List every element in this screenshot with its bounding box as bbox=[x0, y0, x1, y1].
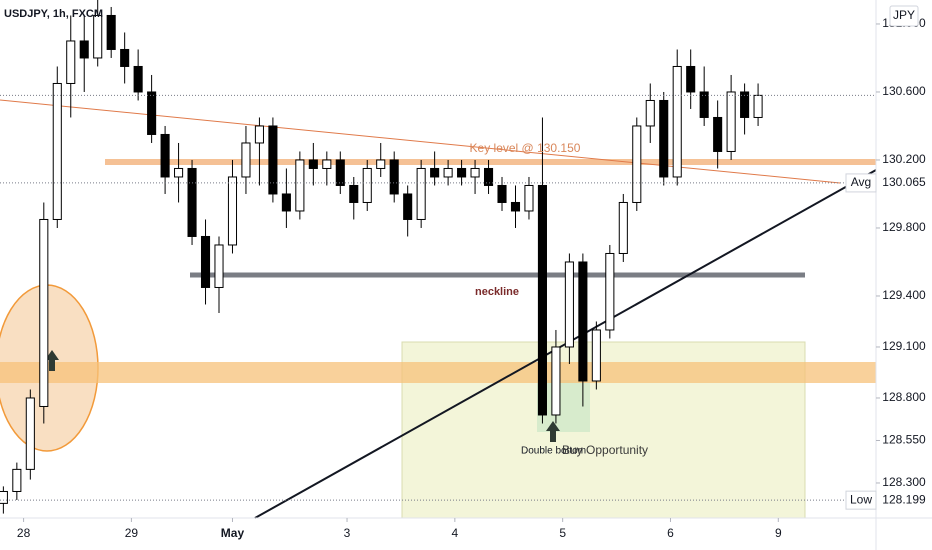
candle-body bbox=[147, 91, 157, 135]
candle-body bbox=[93, 14, 103, 59]
candle-body bbox=[0, 490, 8, 504]
candle-body bbox=[335, 159, 345, 186]
candles bbox=[0, 0, 763, 514]
currency-box bbox=[889, 5, 919, 27]
candle-body bbox=[605, 252, 615, 331]
candle-body bbox=[349, 184, 359, 203]
support-band bbox=[0, 362, 876, 383]
candle-body bbox=[551, 346, 561, 416]
candle-body bbox=[686, 65, 696, 93]
price-line-tag bbox=[845, 173, 877, 193]
candle-body bbox=[659, 99, 669, 178]
x-tick-label: 29 bbox=[125, 526, 139, 540]
y-tick-label: 128.800 bbox=[882, 390, 926, 404]
candle-body bbox=[457, 167, 467, 178]
candle-body bbox=[281, 193, 291, 212]
candle-body bbox=[187, 167, 197, 237]
price-line-value: 128.199 bbox=[882, 492, 926, 506]
candle-body bbox=[726, 91, 736, 152]
x-tick-label: 9 bbox=[775, 526, 782, 540]
y-tick-label: 129.400 bbox=[882, 288, 926, 302]
currency-label: JPY bbox=[893, 8, 915, 22]
candle-body bbox=[174, 167, 184, 178]
y-tick-label: 129.800 bbox=[882, 220, 926, 234]
candle-body bbox=[740, 91, 750, 118]
price-line-tag bbox=[845, 490, 877, 510]
candle-body bbox=[443, 167, 453, 178]
candle-body bbox=[699, 91, 709, 118]
candle-body bbox=[362, 167, 372, 203]
candle-body bbox=[25, 397, 35, 470]
candle-body bbox=[470, 167, 480, 178]
candle-body bbox=[416, 167, 426, 220]
arrow-up bbox=[45, 350, 59, 371]
y-tick-label: 128.300 bbox=[882, 475, 926, 489]
price-line-name: Low bbox=[850, 492, 872, 506]
x-tick-label: 5 bbox=[559, 526, 566, 540]
x-tick-label: 3 bbox=[344, 526, 351, 540]
y-tick-label: 130.600 bbox=[882, 84, 926, 98]
x-tick-label: May bbox=[221, 526, 245, 540]
x-tick-label: 4 bbox=[452, 526, 459, 540]
annotation: Key level @ 130.150 bbox=[470, 141, 581, 155]
candle-body bbox=[510, 201, 521, 212]
candle-body bbox=[672, 65, 682, 178]
candle-body bbox=[12, 468, 22, 492]
candle-body bbox=[214, 244, 224, 288]
y-tick-label: 130.200 bbox=[882, 152, 926, 166]
price-line-value: 130.065 bbox=[882, 175, 926, 189]
candle-body bbox=[254, 125, 264, 144]
candle-body bbox=[645, 99, 655, 127]
candle-body bbox=[52, 82, 62, 220]
y-tick-label: 128.550 bbox=[882, 433, 926, 447]
candle-body bbox=[618, 201, 628, 254]
annotation: neckline bbox=[475, 286, 519, 298]
candle-body bbox=[120, 48, 130, 67]
candle-body bbox=[430, 167, 440, 178]
candle-body bbox=[295, 159, 305, 212]
candle-body bbox=[753, 94, 763, 118]
candle-body bbox=[578, 261, 588, 382]
trend-line bbox=[0, 99, 841, 184]
candle-body bbox=[66, 40, 76, 84]
candle-body bbox=[564, 261, 574, 348]
annotation: Double bottom bbox=[521, 446, 586, 457]
candle-body bbox=[497, 184, 507, 203]
candle-body bbox=[39, 218, 49, 407]
candle-body bbox=[376, 159, 386, 169]
candle-body bbox=[106, 14, 116, 50]
candle-body bbox=[308, 159, 318, 169]
candle-body bbox=[322, 159, 332, 169]
candle-body bbox=[200, 235, 211, 288]
x-tick-label: 6 bbox=[667, 526, 674, 540]
candle-body bbox=[227, 176, 238, 246]
candle-body bbox=[537, 184, 547, 416]
candle-body bbox=[632, 125, 642, 203]
candle-body bbox=[389, 159, 399, 195]
candle-body bbox=[160, 133, 170, 178]
candle-body bbox=[241, 142, 251, 178]
candle-body bbox=[483, 167, 494, 186]
chart-title: USDJPY, 1h, FXCM bbox=[4, 8, 103, 20]
candle-body bbox=[524, 184, 534, 212]
key-level-band bbox=[105, 159, 876, 165]
x-tick-label: 28 bbox=[17, 526, 31, 540]
y-tick-label: 129.100 bbox=[882, 339, 926, 353]
candle-body bbox=[591, 329, 601, 382]
candle-body bbox=[133, 65, 143, 93]
price-line-name: Avg bbox=[851, 175, 871, 189]
candle-body bbox=[79, 40, 89, 59]
annotation: Buy Opportunity bbox=[562, 443, 648, 457]
candle-body bbox=[268, 125, 278, 195]
candle-body bbox=[403, 193, 413, 220]
candle-body bbox=[713, 116, 723, 152]
arrow-up bbox=[546, 421, 560, 442]
